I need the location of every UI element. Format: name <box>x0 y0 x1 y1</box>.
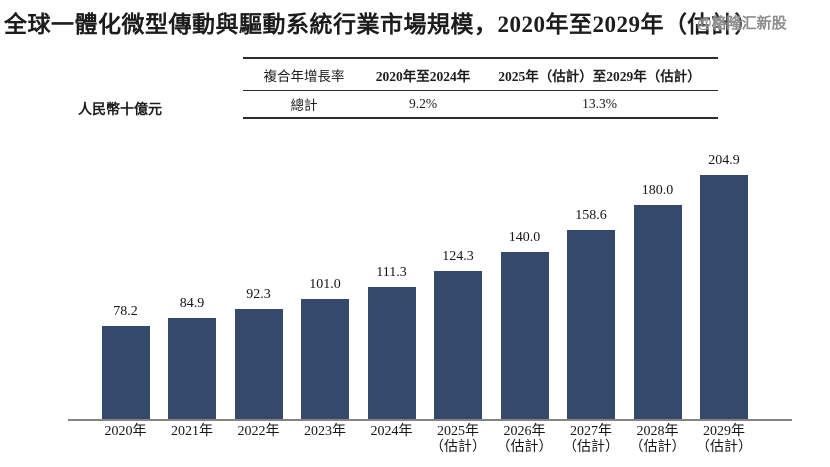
bar-2027 <box>567 230 615 419</box>
bar-2028 <box>633 205 682 419</box>
bar-value-label-2025: 124.3 <box>442 249 474 264</box>
x-tick-label-2020: 2020年 <box>104 424 147 439</box>
table-header-2025-2029: 2025年（估計）至2029年（估計） <box>498 68 701 84</box>
bar-2021 <box>168 318 216 419</box>
table-header-cagr: 複合年增長率 <box>263 68 345 84</box>
x-tick-label-2021: 2021年 <box>171 424 213 439</box>
cagr-table: 複合年增長率 2020年至2024年 2025年（估計）至2029年（估計） 總… <box>243 57 718 119</box>
x-tick-label-2023: 2023年 <box>304 424 346 439</box>
bar-2026 <box>500 252 549 419</box>
bar-2029 <box>700 175 748 419</box>
bar-value-label-2024: 111.3 <box>376 265 407 280</box>
bar-value-label-2028: 180.0 <box>641 183 674 198</box>
bar-value-label-2026: 140.0 <box>508 230 541 245</box>
bar-value-label-2027: 158.6 <box>575 208 607 223</box>
bar-2023 <box>301 299 349 419</box>
x-axis-tick-labels: 2020年 2021年 2022年 2023年 2024年 2025年 （估計） 2026年（… <box>68 424 792 464</box>
watermark: @格隆汇新股 <box>697 15 787 32</box>
x-tick-label-2029: 2029年 （估計） <box>696 424 752 455</box>
x-tick-label-2025: 2025年 （估計） <box>430 424 486 455</box>
table-cell-total-label: 總計 <box>290 98 318 113</box>
bar-value-label-2029: 204.9 <box>708 153 740 168</box>
x-tick-label-2028: 2028年 （估計） <box>629 424 686 455</box>
table-cell-cagr-2025-2029: 13.3% <box>582 96 617 111</box>
bar-2020 <box>101 326 150 419</box>
cagr-table-data-row: 總計 9.2% 13.3% <box>243 91 718 117</box>
bar-2025 <box>434 271 482 419</box>
table-header-2020-2024: 2020年至2024年 <box>375 68 471 84</box>
bar-value-label-2020: 78.2 <box>113 304 138 319</box>
x-tick-label-2024: 2024年 <box>370 424 413 439</box>
table-cell-cagr-2020-2024: 9.2% <box>408 96 438 111</box>
x-tick-label-2027: 2027年 （估計） <box>563 424 619 455</box>
bar-chart-plot-area: 78.2 84.9 92.3 101.0 111.3 124.3 140.0 158.6 180… <box>68 140 792 421</box>
y-axis-unit-label: 人民幣十億元 <box>78 103 162 118</box>
x-tick-label-2026: 2026年 （估計） <box>496 424 553 455</box>
chart-title: 全球一體化微型傳動與驅動系統行業市場規模，2020年至2029年（估計） <box>4 12 758 37</box>
bar-2022 <box>234 309 283 419</box>
bar-value-label-2023: 101.0 <box>309 277 341 292</box>
x-tick-label-2022: 2022年 <box>237 424 280 439</box>
bar-value-label-2021: 84.9 <box>179 296 205 311</box>
bar-2024 <box>367 287 416 419</box>
bar-value-label-2022: 92.3 <box>246 287 271 302</box>
cagr-table-header-row: 複合年增長率 2020年至2024年 2025年（估計）至2029年（估計） <box>243 59 718 91</box>
